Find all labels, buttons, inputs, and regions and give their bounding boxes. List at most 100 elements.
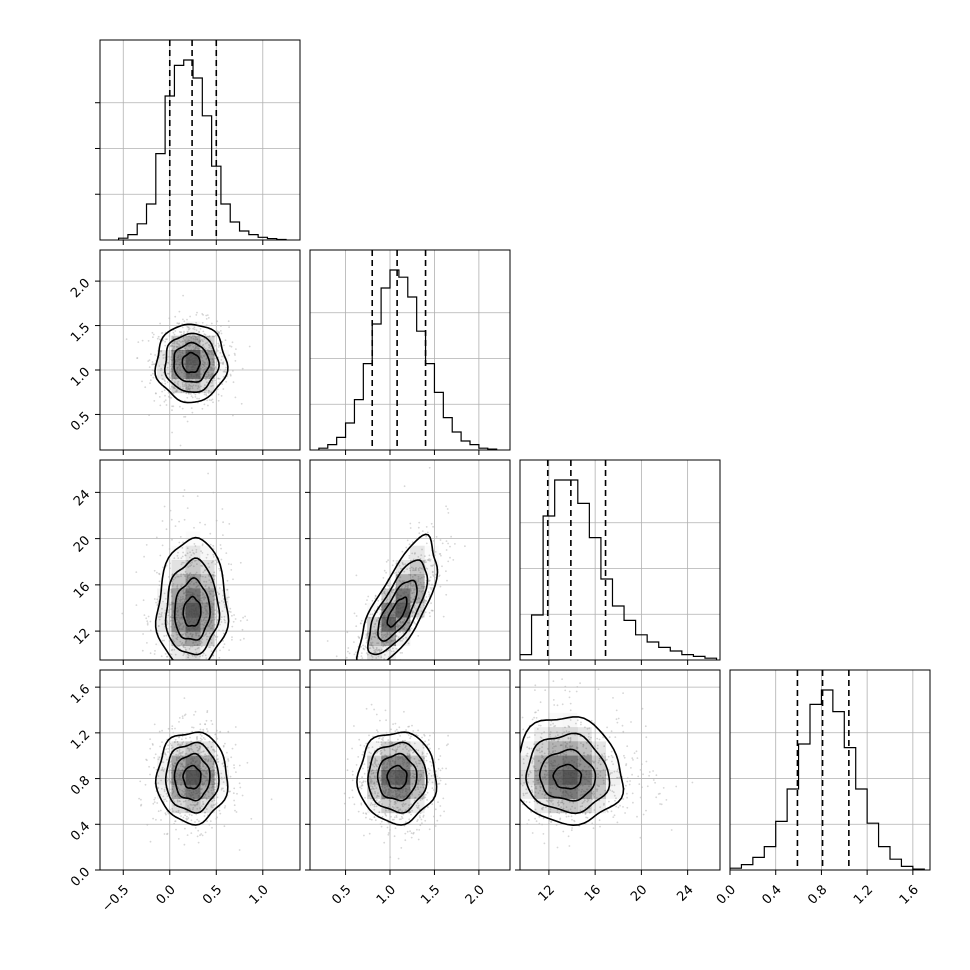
scatter-point — [204, 811, 206, 814]
scatter-point — [166, 696, 168, 698]
scatter-point — [158, 613, 161, 615]
scatter-point — [419, 812, 422, 815]
scatter-point — [210, 642, 213, 644]
scatter-point — [196, 563, 198, 565]
scatter-point — [164, 597, 167, 600]
scatter-point — [191, 801, 194, 803]
scatter-point — [208, 575, 211, 577]
scatter-point — [168, 640, 171, 642]
scatter-point — [378, 811, 381, 814]
scatter-point — [413, 799, 416, 802]
scatter-point — [439, 805, 442, 807]
scatter-point — [375, 631, 378, 633]
scatter-point — [159, 338, 161, 341]
scatter-point — [166, 381, 169, 384]
scatter-point — [212, 590, 214, 593]
scatter-point — [179, 444, 182, 447]
scatter-point — [203, 595, 206, 598]
scatter-point — [217, 342, 220, 345]
scatter-point — [184, 575, 186, 578]
scatter-point — [523, 782, 525, 784]
scatter-point — [185, 384, 188, 387]
scatter-point — [201, 565, 204, 567]
scatter-point — [192, 337, 195, 340]
scatter-point — [180, 575, 182, 578]
scatter-point — [195, 631, 197, 634]
scatter-point — [403, 587, 406, 589]
scatter-point — [201, 407, 204, 410]
scatter-point — [602, 768, 605, 771]
scatter-point — [160, 779, 163, 782]
scatter-point — [191, 387, 194, 390]
scatter-point — [394, 730, 397, 733]
scatter-point — [362, 767, 364, 770]
scatter-point — [205, 657, 208, 660]
scatter-point — [183, 416, 185, 418]
scatter-point — [402, 632, 405, 634]
scatter-point — [527, 819, 530, 821]
scatter-point — [446, 508, 449, 510]
scatter-point — [233, 767, 236, 769]
contour-level-0 — [182, 595, 202, 627]
scatter-point — [220, 362, 222, 364]
scatter-point — [364, 780, 367, 783]
scatter-point — [394, 571, 397, 574]
scatter-point — [216, 729, 218, 732]
scatter-point — [375, 695, 377, 697]
scatter-point — [365, 637, 367, 640]
scatter-point — [195, 581, 198, 584]
scatter-point — [174, 675, 176, 677]
scatter-point — [378, 648, 380, 651]
scatter-point — [185, 817, 188, 820]
scatter-point — [166, 758, 168, 761]
scatter-point — [561, 678, 563, 680]
scatter-point — [224, 805, 227, 807]
scatter-point — [190, 580, 193, 583]
scatter-point — [212, 553, 215, 556]
scatter-point — [380, 672, 382, 674]
scatter-point — [395, 583, 398, 586]
scatter-point — [183, 704, 185, 706]
scatter-point — [171, 584, 174, 587]
scatter-point — [551, 743, 554, 745]
scatter-point — [222, 744, 225, 747]
scatter-point — [375, 805, 378, 808]
scatter-point — [545, 806, 547, 809]
scatter-point — [410, 566, 413, 569]
scatter-point — [580, 742, 582, 744]
scatter-point — [172, 746, 174, 749]
scatter-point — [160, 615, 163, 618]
scatter-point — [418, 808, 421, 811]
scatter-point — [213, 623, 216, 626]
scatter-point — [231, 341, 234, 344]
density-panel-3-2 — [520, 670, 720, 870]
scatter-point — [522, 794, 525, 797]
scatter-point — [219, 623, 221, 626]
scatter-point — [218, 629, 220, 632]
scatter-point — [403, 570, 406, 573]
scatter-point — [391, 742, 393, 744]
scatter-point — [202, 618, 205, 621]
scatter-point — [234, 360, 237, 362]
scatter-point — [213, 750, 216, 753]
scatter-point — [424, 819, 427, 822]
scatter-point — [202, 330, 205, 333]
scatter-point — [146, 623, 149, 626]
scatter-point — [428, 828, 431, 831]
scatter-point — [175, 753, 178, 756]
scatter-point — [181, 789, 184, 792]
contour-level-1 — [377, 579, 418, 642]
scatter-point — [410, 832, 413, 834]
scatter-point — [196, 738, 198, 741]
scatter-point — [384, 654, 386, 656]
scatter-point — [187, 636, 190, 638]
scatter-point — [602, 779, 605, 782]
scatter-point — [187, 676, 189, 678]
scatter-point — [202, 369, 205, 372]
scatter-point — [149, 840, 152, 843]
scatter-point — [154, 354, 157, 356]
scatter-point — [233, 614, 236, 616]
scatter-point — [201, 623, 204, 626]
scatter-point — [153, 798, 156, 801]
scatter-point — [229, 374, 232, 377]
